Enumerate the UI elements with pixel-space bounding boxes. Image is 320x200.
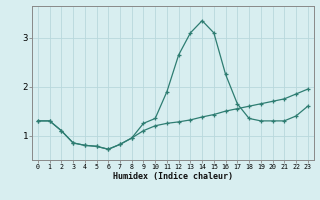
X-axis label: Humidex (Indice chaleur): Humidex (Indice chaleur) xyxy=(113,172,233,181)
